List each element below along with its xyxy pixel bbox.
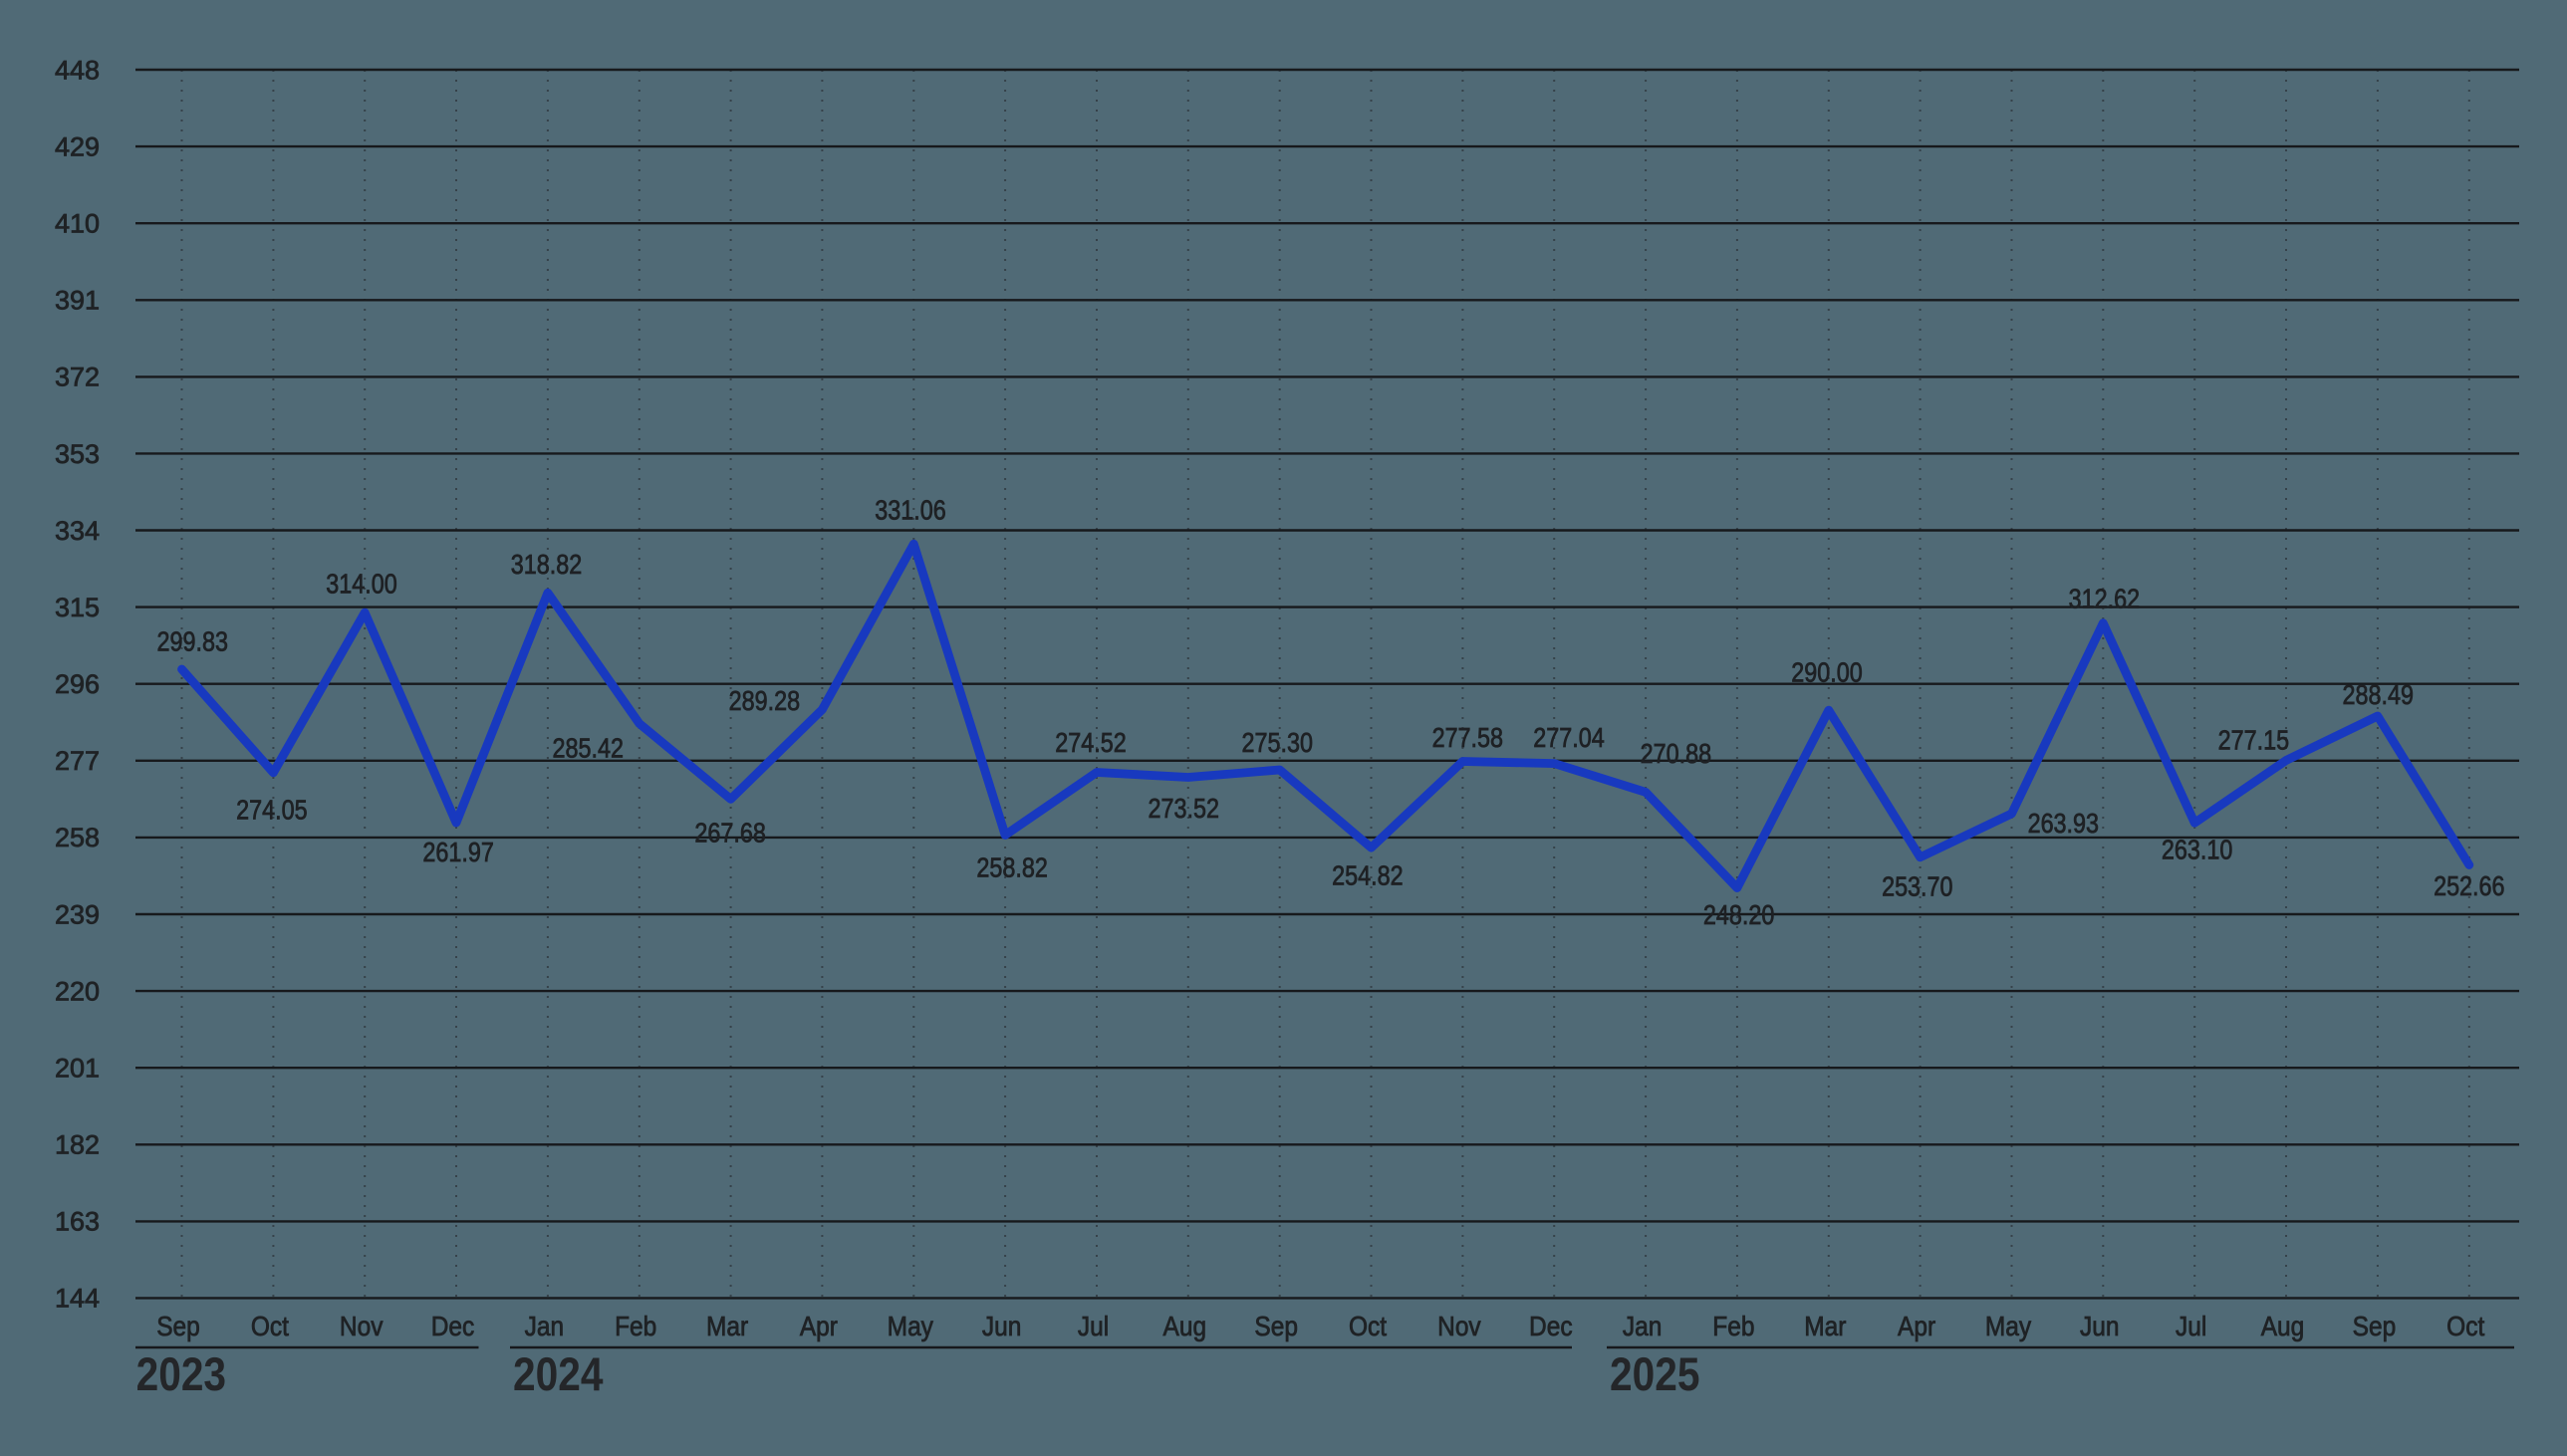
svg-text:253.70: 253.70 — [1882, 872, 1952, 902]
svg-text:267.68: 267.68 — [694, 819, 765, 849]
svg-text:2023: 2023 — [136, 1348, 226, 1400]
svg-text:Jul: Jul — [1078, 1310, 1109, 1341]
svg-text:Jul: Jul — [2176, 1310, 2206, 1341]
svg-text:296: 296 — [55, 669, 100, 699]
svg-text:201: 201 — [55, 1054, 100, 1084]
svg-text:258.82: 258.82 — [976, 852, 1047, 882]
svg-text:315: 315 — [55, 593, 100, 622]
svg-text:448: 448 — [55, 55, 100, 85]
svg-text:182: 182 — [55, 1130, 100, 1160]
svg-text:Nov: Nov — [340, 1310, 384, 1341]
svg-text:277.58: 277.58 — [1432, 723, 1503, 753]
svg-text:318.82: 318.82 — [511, 550, 582, 580]
svg-text:334: 334 — [55, 516, 100, 546]
svg-text:Feb: Feb — [615, 1310, 656, 1341]
svg-text:391: 391 — [55, 286, 100, 316]
svg-text:274.05: 274.05 — [236, 796, 307, 826]
svg-text:Nov: Nov — [1437, 1310, 1481, 1341]
svg-text:Oct: Oct — [2446, 1310, 2485, 1341]
svg-text:263.10: 263.10 — [2162, 836, 2232, 865]
svg-text:429: 429 — [55, 131, 100, 161]
svg-text:252.66: 252.66 — [2434, 871, 2504, 901]
svg-text:Jan: Jan — [525, 1310, 564, 1341]
svg-text:273.52: 273.52 — [1148, 794, 1218, 824]
svg-text:Feb: Feb — [1712, 1310, 1754, 1341]
svg-text:258: 258 — [55, 823, 100, 852]
svg-text:288.49: 288.49 — [2342, 680, 2413, 710]
svg-text:248.20: 248.20 — [1703, 900, 1774, 930]
svg-text:2024: 2024 — [513, 1348, 604, 1400]
svg-text:May: May — [1985, 1310, 2032, 1341]
svg-text:289.28: 289.28 — [729, 686, 800, 716]
svg-text:270.88: 270.88 — [1641, 739, 1711, 769]
svg-text:Mar: Mar — [706, 1310, 748, 1341]
svg-text:Dec: Dec — [431, 1310, 475, 1341]
svg-text:277: 277 — [55, 746, 100, 776]
svg-text:275.30: 275.30 — [1241, 728, 1312, 758]
svg-text:277.04: 277.04 — [1533, 723, 1604, 753]
svg-text:290.00: 290.00 — [1791, 658, 1862, 688]
svg-text:Sep: Sep — [156, 1310, 200, 1341]
svg-text:220: 220 — [55, 976, 100, 1006]
svg-text:353: 353 — [55, 439, 100, 469]
svg-text:Jun: Jun — [2080, 1310, 2119, 1341]
svg-text:Aug: Aug — [2261, 1310, 2305, 1341]
svg-text:254.82: 254.82 — [1332, 861, 1403, 891]
svg-text:314.00: 314.00 — [326, 570, 396, 600]
svg-text:Oct: Oct — [251, 1310, 290, 1341]
svg-text:331.06: 331.06 — [875, 495, 945, 525]
svg-text:239: 239 — [55, 899, 100, 929]
svg-text:285.42: 285.42 — [552, 734, 623, 764]
svg-text:Apr: Apr — [800, 1310, 838, 1341]
svg-text:Apr: Apr — [1898, 1310, 1935, 1341]
svg-text:261.97: 261.97 — [422, 838, 493, 867]
svg-text:Jan: Jan — [1623, 1310, 1662, 1341]
svg-text:Sep: Sep — [1254, 1310, 1298, 1341]
svg-text:277.15: 277.15 — [2218, 726, 2289, 756]
svg-text:2025: 2025 — [1610, 1348, 1699, 1400]
svg-text:274.52: 274.52 — [1055, 728, 1126, 758]
svg-text:312.62: 312.62 — [2069, 585, 2140, 614]
svg-text:May: May — [888, 1310, 934, 1341]
svg-text:163: 163 — [55, 1207, 100, 1237]
svg-text:Oct: Oct — [1349, 1310, 1388, 1341]
svg-text:Mar: Mar — [1804, 1310, 1846, 1341]
svg-text:263.93: 263.93 — [2028, 809, 2099, 839]
svg-text:Dec: Dec — [1529, 1310, 1573, 1341]
svg-text:Sep: Sep — [2353, 1310, 2397, 1341]
svg-text:372: 372 — [55, 363, 100, 392]
svg-text:Aug: Aug — [1163, 1310, 1207, 1341]
svg-text:Jun: Jun — [982, 1310, 1021, 1341]
svg-text:299.83: 299.83 — [156, 627, 227, 657]
svg-text:144: 144 — [55, 1284, 100, 1314]
svg-text:410: 410 — [55, 209, 100, 239]
